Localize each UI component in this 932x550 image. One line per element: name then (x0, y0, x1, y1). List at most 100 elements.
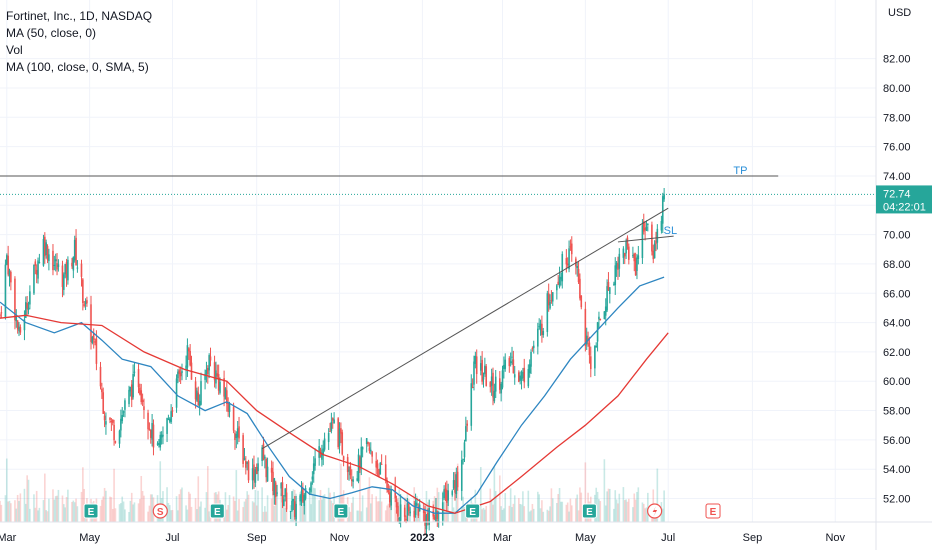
candle-body[interactable] (632, 255, 634, 257)
candle-body[interactable] (299, 495, 301, 502)
candle-body[interactable] (446, 490, 448, 503)
candle-body[interactable] (234, 433, 236, 441)
candle-body[interactable] (435, 507, 437, 522)
candle-body[interactable] (531, 347, 534, 349)
candle-body[interactable] (284, 488, 287, 497)
candle-body[interactable] (384, 464, 387, 481)
candle-body[interactable] (7, 255, 9, 275)
candle-body[interactable] (232, 406, 235, 431)
candlesticks[interactable] (0, 187, 665, 537)
drawing-tools[interactable]: TP SL (0, 165, 876, 450)
candle-body[interactable] (509, 361, 512, 363)
candle-body[interactable] (452, 480, 455, 489)
candle-body[interactable] (185, 365, 187, 370)
candle-body[interactable] (245, 460, 247, 468)
candle-body[interactable] (223, 378, 225, 397)
candle-body[interactable] (596, 322, 599, 342)
candle-body[interactable] (178, 370, 181, 374)
candle-body[interactable] (82, 279, 84, 303)
candle-body[interactable] (226, 390, 228, 404)
candle-body[interactable] (379, 462, 382, 475)
candle-body[interactable] (557, 281, 559, 285)
candle-body[interactable] (451, 491, 454, 495)
candle-body[interactable] (34, 261, 37, 266)
candle-body[interactable] (528, 364, 531, 374)
candle-body[interactable] (181, 371, 183, 373)
candle-body[interactable] (365, 438, 368, 445)
candle-body[interactable] (618, 253, 621, 269)
candle-body[interactable] (151, 423, 153, 440)
candle-body[interactable] (71, 262, 73, 267)
candle-body[interactable] (91, 336, 94, 343)
candle-body[interactable] (33, 264, 35, 294)
candle-body[interactable] (266, 466, 269, 482)
candle-body[interactable] (342, 456, 345, 461)
candle-body[interactable] (159, 434, 162, 448)
candle-body[interactable] (479, 363, 482, 371)
candle-body[interactable] (16, 320, 19, 330)
candle-body[interactable] (386, 480, 388, 490)
candle-body[interactable] (291, 500, 293, 511)
candle-body[interactable] (200, 381, 202, 405)
candle-body[interactable] (42, 239, 45, 266)
candle-body[interactable] (577, 269, 580, 283)
candle-body[interactable] (387, 487, 390, 493)
candle-body[interactable] (422, 508, 425, 514)
candle-body[interactable] (356, 478, 358, 481)
candle-body[interactable] (462, 458, 464, 460)
candle-body[interactable] (133, 371, 136, 373)
candle-body[interactable] (0, 312, 3, 314)
candle-body[interactable] (403, 507, 406, 517)
candle-body[interactable] (360, 446, 363, 468)
candle-body[interactable] (262, 443, 265, 460)
candle-body[interactable] (86, 300, 88, 304)
candle-body[interactable] (149, 429, 152, 438)
candle-body[interactable] (340, 428, 342, 434)
candle-body[interactable] (368, 447, 371, 451)
candle-body[interactable] (171, 410, 174, 412)
candle-body[interactable] (160, 434, 163, 438)
candle-body[interactable] (523, 367, 526, 383)
candle-body[interactable] (609, 287, 611, 294)
candle-body[interactable] (518, 372, 520, 382)
candle-body[interactable] (292, 498, 295, 502)
candle-body[interactable] (255, 467, 258, 475)
candle-body[interactable] (209, 356, 212, 361)
candle-body[interactable] (224, 388, 227, 400)
candle-body[interactable] (143, 406, 145, 410)
candle-body[interactable] (109, 417, 111, 420)
candle-body[interactable] (522, 371, 524, 379)
candle-body[interactable] (194, 381, 197, 400)
candle-body[interactable] (113, 424, 115, 441)
candle-body[interactable] (512, 359, 515, 374)
candle-body[interactable] (475, 356, 478, 375)
candle-body[interactable] (254, 469, 257, 483)
candle-body[interactable] (14, 278, 16, 321)
candle-body[interactable] (432, 511, 435, 517)
tp-label[interactable]: TP (733, 165, 747, 177)
candle-body[interactable] (645, 226, 648, 231)
candle-body[interactable] (205, 370, 208, 375)
candle-body[interactable] (441, 502, 444, 521)
trendline[interactable] (261, 207, 669, 450)
price-axis[interactable]: USD 52.00 54.00 56.00 58.00 60.00 62.00 64.00 66… (875, 0, 932, 550)
candle-body[interactable] (513, 374, 516, 378)
sl-label[interactable]: SL (664, 225, 677, 237)
candle-body[interactable] (37, 260, 39, 279)
candle-body[interactable] (503, 364, 505, 370)
candle-body[interactable] (556, 285, 558, 291)
candle-body[interactable] (399, 504, 402, 521)
candle-body[interactable] (333, 419, 335, 424)
candle-body[interactable] (481, 359, 483, 382)
ma50-legend[interactable]: MA (50, close, 0) (6, 26, 97, 40)
candle-body[interactable] (623, 252, 626, 257)
candle-body[interactable] (140, 390, 143, 403)
candle-body[interactable] (595, 345, 598, 348)
candle-body[interactable] (73, 239, 76, 261)
candle-body[interactable] (500, 383, 502, 394)
candle-body[interactable] (493, 390, 496, 402)
candle-body[interactable] (484, 365, 486, 375)
candle-body[interactable] (90, 304, 92, 342)
candle-body[interactable] (168, 418, 171, 422)
candle-body[interactable] (175, 378, 178, 408)
